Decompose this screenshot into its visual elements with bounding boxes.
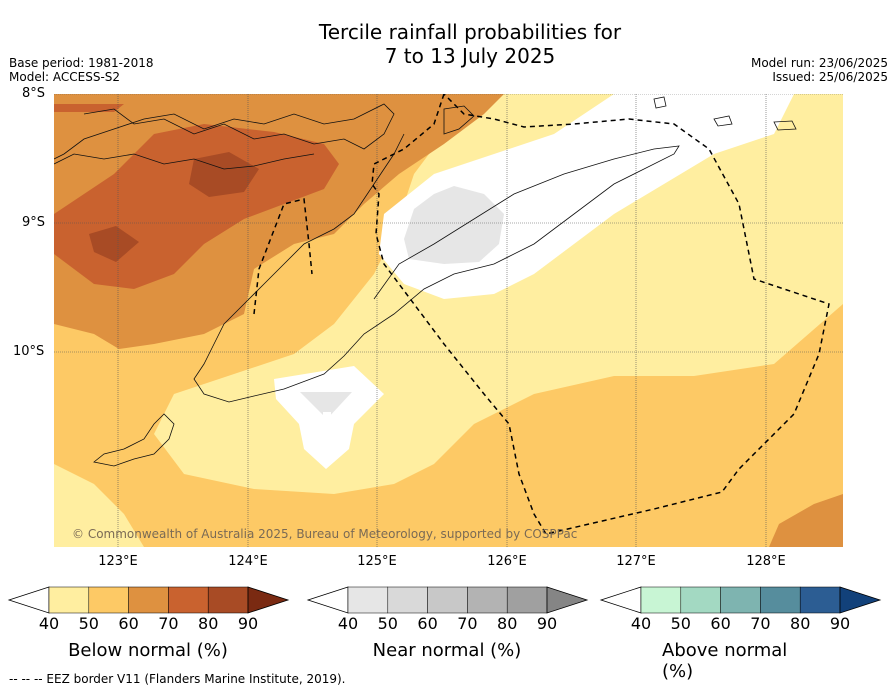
colorbar-above-normal	[599, 586, 882, 614]
colorbar-tick-label: 80	[198, 614, 219, 633]
lon-label-123: 123°E	[98, 554, 138, 569]
colorbar-tick-label: 90	[536, 614, 558, 633]
colorbar-extend-high	[247, 586, 290, 614]
zone-40-50-sw	[54, 464, 144, 547]
colorbar-segment	[720, 586, 761, 614]
colorbar-label-near: Near normal (%)	[372, 640, 522, 661]
title-line-1: Tercile rainfall probabilities for	[318, 20, 622, 44]
colorbar-tick-label: 50	[377, 614, 398, 633]
colorbar-tick-label: 40	[38, 614, 60, 633]
colorbar-segment	[207, 586, 249, 614]
zone-70-80-nw	[54, 104, 124, 112]
model-run: Model run: 23/06/2025	[750, 56, 888, 70]
zone-80-90-b	[89, 226, 139, 262]
lat-label-8s: 8°S	[22, 86, 46, 101]
colorbar-segment	[48, 586, 90, 614]
colorbar-label-below: Below normal (%)	[68, 640, 228, 661]
colorbar-segment	[387, 586, 428, 614]
title-line-2: 7 to 13 July 2025	[384, 44, 556, 68]
colorbar-tick-label: 80	[497, 614, 518, 633]
colorbar-near-normal	[306, 586, 589, 614]
colorbar-segment	[347, 586, 389, 614]
colorbar-tick-label: 60	[710, 614, 731, 633]
colorbars	[7, 586, 882, 614]
colorbar-tick-label: 70	[750, 614, 771, 633]
issued-date: Issued: 25/06/2025	[772, 70, 888, 84]
colorbar-segment	[799, 586, 841, 614]
eez-legend-note: -- -- -- EEZ border V11 (Flanders Marine…	[9, 672, 346, 686]
gridlines	[54, 94, 843, 547]
colorbar-tick-label: 50	[78, 614, 99, 633]
colorbar-extend-high	[839, 586, 882, 614]
colorbar-segment	[640, 586, 682, 614]
colorbar-label-above: Above normal (%)	[662, 640, 788, 682]
colorbar-tick-label: 90	[829, 614, 851, 633]
colorbar-tick-label: 50	[670, 614, 691, 633]
colorbar-below-normal	[7, 586, 290, 614]
lat-label-10s: 10°S	[13, 344, 45, 359]
model-name: Model: ACCESS-S2	[9, 70, 121, 84]
coastlines	[54, 96, 797, 467]
lon-label-128: 128°E	[746, 554, 786, 569]
colorbar-segment	[760, 586, 801, 614]
colorbar-segment	[88, 586, 129, 614]
near-normal-stem	[323, 412, 331, 444]
colorbar-segment	[506, 586, 548, 614]
near-normal-grey	[404, 186, 504, 264]
lon-label-127: 127°E	[616, 554, 656, 569]
colorbar-segment	[168, 586, 209, 614]
colorbar-tick-label: 60	[417, 614, 438, 633]
map-title: Tercile rainfall probabilities for 7 to …	[0, 20, 896, 68]
lon-label-125: 125°E	[357, 554, 397, 569]
colorbar-tick-label: 70	[158, 614, 179, 633]
base-period: Base period: 1981-2018	[9, 56, 154, 70]
colorbar-extend-high	[546, 586, 589, 614]
colorbar-extend-low	[306, 586, 349, 614]
lat-label-9s: 9°S	[22, 215, 46, 230]
colorbar-tick-label: 40	[630, 614, 652, 633]
rainfall-map	[54, 94, 843, 547]
colorbar-segment	[467, 586, 508, 614]
colorbar-segment	[128, 586, 169, 614]
meta-left: Base period: 1981-2018 Model: ACCESS-S2	[9, 56, 154, 84]
colorbar-extend-low	[7, 586, 50, 614]
colorbar-tick-label: 60	[118, 614, 139, 633]
eez-border-inner	[253, 198, 313, 315]
lon-label-124: 124°E	[228, 554, 268, 569]
near-normal-island-grey	[300, 392, 352, 419]
colorbar-tick-label: 40	[337, 614, 359, 633]
colorbar-tick-label: 90	[237, 614, 259, 633]
colorbar-tick-label: 80	[790, 614, 811, 633]
copyright-note: © Commonwealth of Australia 2025, Bureau…	[72, 527, 578, 541]
meta-right: Model run: 23/06/2025 Issued: 25/06/2025	[751, 56, 888, 84]
colorbar-segment	[427, 586, 468, 614]
zone-60-70-se	[769, 494, 843, 547]
colorbar-segment	[680, 586, 721, 614]
lon-label-126: 126°E	[487, 554, 527, 569]
colorbar-extend-low	[599, 586, 642, 614]
colorbar-tick-label: 70	[457, 614, 478, 633]
